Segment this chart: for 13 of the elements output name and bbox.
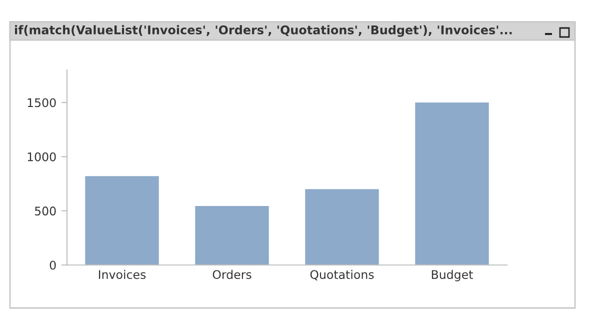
y-tick-label: 1000: [28, 152, 56, 162]
x-tick-label: Quotations: [310, 270, 374, 280]
bar: [415, 102, 489, 265]
y-tick-label: 0: [50, 260, 56, 270]
bar: [195, 206, 269, 265]
y-tick-label: 1500: [28, 98, 56, 108]
chart-title: if(match(ValueList('Invoices', 'Orders', 'Quotations', 'Budget'), 'Invoices'...: [15, 25, 512, 37]
x-tick-label: Orders: [212, 270, 252, 279]
bar: [305, 189, 379, 265]
bar: [85, 176, 159, 265]
x-tick-label: Budget: [432, 270, 473, 282]
x-tick-label: Invoices: [98, 270, 146, 279]
y-tick-label: 500: [34, 206, 56, 216]
